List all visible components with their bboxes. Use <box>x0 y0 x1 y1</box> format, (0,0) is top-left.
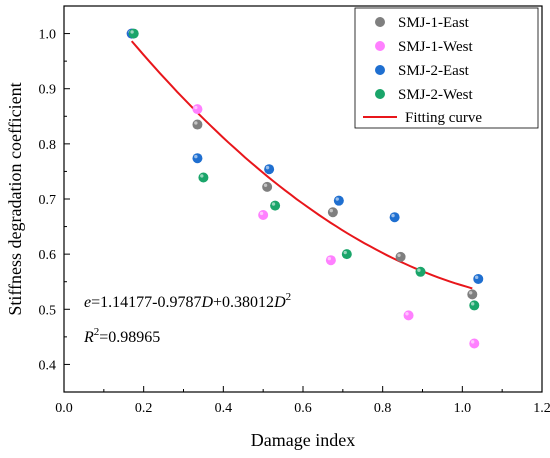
data-point-series-2 <box>469 338 479 348</box>
data-point-highlight <box>417 268 420 271</box>
y-axis-title: Stiffness degradation coefficient <box>5 82 25 315</box>
data-point-series-4 <box>416 267 426 277</box>
data-point-highlight <box>344 251 347 254</box>
x-tick-label: 1.2 <box>533 401 550 416</box>
data-point-series-3 <box>334 196 344 206</box>
data-point-highlight <box>194 155 197 158</box>
x-tick-label: 1.0 <box>454 401 472 416</box>
data-point-series-3 <box>192 153 202 163</box>
data-point-highlight <box>330 209 333 212</box>
data-point-series-1 <box>396 252 406 262</box>
data-point-series-2 <box>192 104 202 114</box>
data-point-highlight <box>475 276 478 279</box>
data-point-series-2 <box>326 255 336 265</box>
data-point-highlight <box>471 302 474 305</box>
data-point-series-4 <box>469 300 479 310</box>
data-point-series-4 <box>270 201 280 211</box>
fit-equation: e=1.14177-0.9787D+0.38012D2 <box>84 291 291 311</box>
data-point-highlight <box>469 291 472 294</box>
data-point-series-1 <box>467 289 477 299</box>
y-tick-label: 0.8 <box>39 138 57 153</box>
data-point-series-4 <box>129 29 139 39</box>
x-axis-title: Damage index <box>251 430 355 450</box>
data-point-highlight <box>397 254 400 257</box>
legend-label-smj2-east: SMJ-2-East <box>398 63 470 79</box>
data-point-highlight <box>272 202 275 205</box>
data-point-highlight <box>336 197 339 200</box>
y-tick-label: 0.7 <box>39 193 57 208</box>
data-point-series-1 <box>328 207 338 217</box>
data-point-series-4 <box>198 172 208 182</box>
x-tick-label: 0.0 <box>55 401 73 416</box>
legend-marker-smj2-east <box>375 65 385 75</box>
y-tick-label: 0.6 <box>39 248 57 263</box>
x-tick-label: 0.6 <box>294 401 312 416</box>
data-point-highlight <box>405 312 408 315</box>
data-point-highlight <box>194 121 197 124</box>
y-tick-label: 0.5 <box>39 303 57 318</box>
legend-label-fit: Fitting curve <box>405 110 482 126</box>
data-point-series-2 <box>404 310 414 320</box>
data-point-series-2 <box>258 210 268 220</box>
legend-label-smj1-west: SMJ-1-West <box>398 39 473 55</box>
data-point-series-3 <box>390 212 400 222</box>
y-tick-label: 0.4 <box>39 358 57 373</box>
data-point-series-4 <box>342 249 352 259</box>
data-point-series-1 <box>262 182 272 192</box>
r-squared-text: R2=0.98965 <box>83 326 160 346</box>
y-tick-label: 0.9 <box>39 83 57 98</box>
data-point-highlight <box>130 30 133 33</box>
legend-label-smj2-west: SMJ-2-West <box>398 87 473 103</box>
data-point-highlight <box>194 106 197 109</box>
data-point-highlight <box>266 166 269 169</box>
x-tick-label: 0.2 <box>135 401 153 416</box>
data-point-highlight <box>328 257 331 260</box>
data-point-highlight <box>471 340 474 343</box>
data-point-series-3 <box>473 274 483 284</box>
data-point-highlight <box>200 174 203 177</box>
legend-label-smj1-east: SMJ-1-East <box>398 15 470 31</box>
data-point-highlight <box>260 212 263 215</box>
legend-marker-smj2-west <box>375 89 385 99</box>
data-point-series-1 <box>192 120 202 130</box>
data-point-series-3 <box>264 164 274 174</box>
data-point-highlight <box>264 184 267 187</box>
legend-marker-smj1-west <box>375 41 385 51</box>
data-point-highlight <box>391 214 394 217</box>
x-tick-label: 0.4 <box>215 401 233 416</box>
x-tick-label: 0.8 <box>374 401 392 416</box>
y-tick-label: 1.0 <box>39 28 57 43</box>
legend: SMJ-1-East SMJ-1-West SMJ-2-East SMJ-2-W… <box>355 8 538 128</box>
legend-marker-smj1-east <box>375 17 385 27</box>
